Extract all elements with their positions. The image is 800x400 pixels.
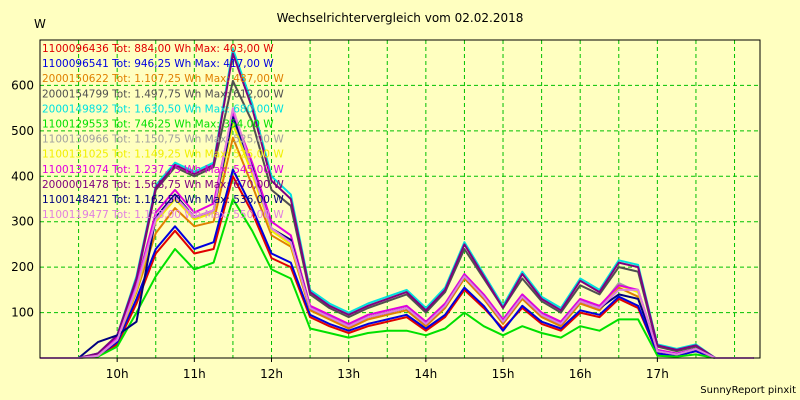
credit-text: SunnyReport pinxit (700, 385, 796, 396)
series-line-2 (40, 168, 754, 359)
series-line-3 (40, 136, 754, 359)
legend-entry-10: 2000001478 Tot: 1.568,75 Wh Max: 670,00 … (42, 179, 284, 191)
legend-entry-6: 1100129553 Tot: 746,25 Wh Max: 354,00 W (42, 119, 274, 131)
series-line-1 (40, 175, 754, 359)
x-tick-label: 13h (337, 367, 360, 381)
legend-entry-12: 1100119477 Tot: 1.158,00 Wh Max: 550,00 … (42, 209, 284, 221)
series-lines (40, 48, 754, 359)
legend-entry-7: 1100130966 Tot: 1.150,75 Wh Max: 525,00 … (42, 134, 284, 146)
plot-border (39, 39, 761, 359)
x-tick-label: 17h (646, 367, 669, 381)
legend-entry-11: 1100148421 Tot: 1.162,50 Wh Max: 536,00 … (42, 194, 284, 206)
x-tick-label: 14h (414, 367, 437, 381)
legend-entry-2: 1100096541 Tot: 946,25 Wh Max: 417,00 W (42, 58, 274, 70)
series-line-12 (40, 107, 754, 359)
y-tick-label: 600 (11, 78, 34, 92)
legend-entry-8: 1100131025 Tot: 1.149,25 Wh Max: 525,00 … (42, 149, 284, 161)
legend-entry-1: 1100096436 Tot: 884,00 Wh Max: 403,00 W (42, 43, 274, 55)
legend-entry-4: 2000154799 Tot: 1.497,75 Wh Max: 612,00 … (42, 88, 284, 100)
x-tick-label: 10h (106, 367, 129, 381)
series-line-5 (40, 48, 754, 359)
series-line-6 (40, 198, 754, 359)
y-tick-labels: 100 200 300 400 500 600 (11, 78, 34, 319)
series-line-10 (40, 52, 754, 359)
legend: 1100096436 Tot: 884,00 Wh Max: 403,00 W 1… (42, 43, 284, 221)
x-tick-label: 16h (569, 367, 592, 381)
legend-entry-9: 1100131074 Tot: 1.237,75 Wh Max: 545,00 … (42, 164, 284, 176)
legend-entry-3: 2000150622 Tot: 1.107,25 Wh Max: 487,00 … (42, 73, 284, 85)
y-tick-label: 400 (11, 169, 34, 183)
y-tick-label: 300 (11, 215, 34, 229)
y-tick-label: 500 (11, 124, 34, 138)
x-tick-label: 15h (492, 367, 515, 381)
y-axis-unit: W (34, 17, 46, 31)
y-tick-label: 200 (11, 260, 34, 274)
x-tick-labels: 10h 11h 12h 13h 14h 15h 16h 17h (106, 358, 669, 381)
chart-title: Wechselrichtervergleich vom 02.02.2018 (277, 11, 524, 25)
series-line-4 (40, 79, 754, 359)
grid-lines (40, 40, 760, 358)
legend-entry-5: 2000149892 Tot: 1.630,50 Wh Max: 680,00 … (42, 103, 284, 115)
y-tick-label: 100 (11, 306, 34, 320)
x-tick-label: 12h (260, 367, 283, 381)
x-tick-label: 11h (183, 367, 206, 381)
